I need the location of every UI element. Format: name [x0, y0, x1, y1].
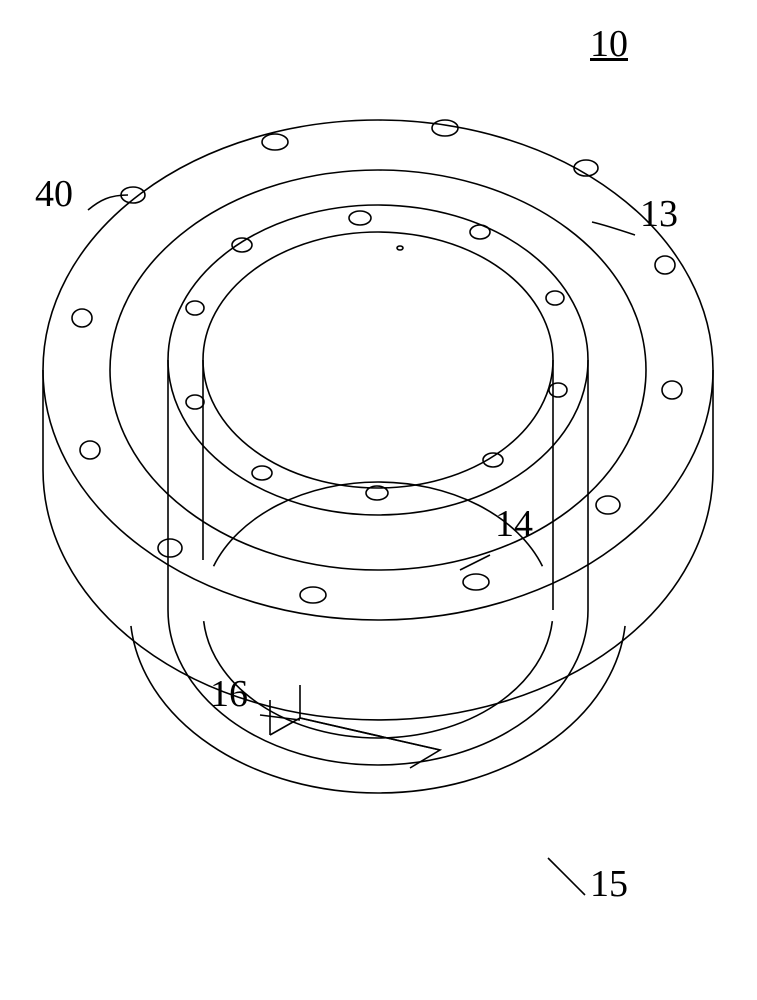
callout-13: 13 — [640, 192, 678, 236]
diagram-container: 10 40 13 14 16 15 — [0, 0, 757, 1000]
callout-15: 15 — [590, 862, 628, 906]
mechanical-drawing — [0, 0, 757, 1000]
figure-number: 10 — [590, 22, 628, 66]
callout-14: 14 — [495, 502, 533, 546]
callout-16: 16 — [210, 672, 248, 716]
callout-40: 40 — [35, 172, 73, 216]
